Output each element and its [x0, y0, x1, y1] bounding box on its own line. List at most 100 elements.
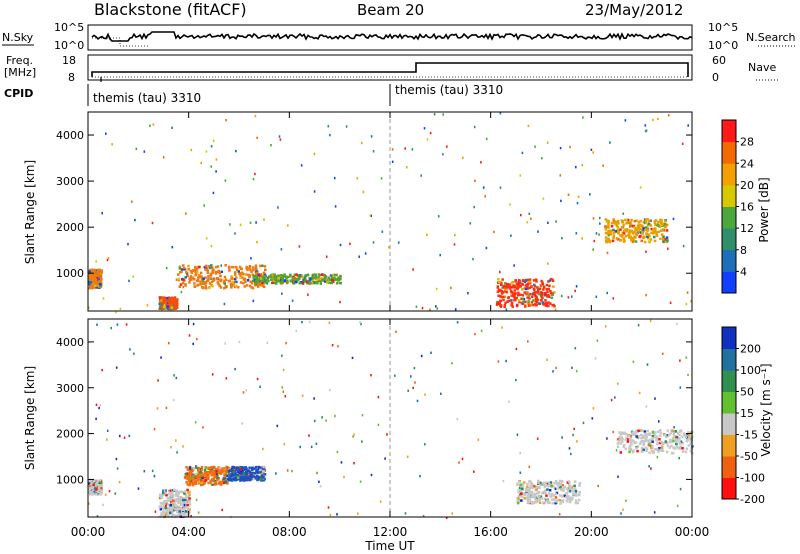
data-cell [208, 286, 211, 290]
data-cell [551, 502, 554, 505]
data-cell [314, 275, 318, 279]
data-cell [381, 230, 384, 233]
data-cell [634, 433, 637, 436]
data-cell [405, 166, 408, 169]
data-cell [681, 142, 684, 145]
data-cell [253, 473, 256, 476]
beam-title: Beam 20 [357, 1, 424, 19]
data-cell [201, 279, 205, 283]
data-cell [637, 230, 640, 233]
data-cell [645, 405, 648, 408]
data-cell [91, 491, 94, 494]
data-cell [510, 290, 513, 293]
data-cell [678, 456, 680, 460]
data-cell [360, 322, 362, 326]
data-cell [202, 277, 205, 280]
data-cell [498, 280, 501, 284]
data-cell [217, 466, 220, 469]
data-cell [98, 277, 101, 281]
data-cell [94, 481, 97, 484]
data-cell [550, 484, 553, 487]
data-cell [619, 234, 622, 237]
data-cell [637, 324, 640, 327]
data-cell [97, 270, 100, 273]
data-cell [542, 197, 545, 200]
data-cell [533, 288, 536, 292]
data-cell [612, 228, 615, 232]
data-cell [571, 493, 575, 496]
data-cell [190, 477, 193, 480]
data-cell [504, 288, 508, 291]
data-cell [621, 440, 624, 443]
data-cell [336, 450, 339, 454]
data-cell [664, 440, 668, 443]
data-cell [201, 483, 204, 486]
data-cell [628, 438, 632, 442]
data-cell [370, 473, 373, 477]
data-cell [206, 269, 209, 273]
data-cell [561, 499, 565, 502]
data-cell [545, 283, 549, 287]
data-cell [182, 445, 184, 448]
data-cell [293, 273, 296, 277]
data-cell [160, 514, 163, 518]
data-cell [651, 431, 655, 434]
data-cell [660, 233, 664, 236]
data-cell [159, 508, 163, 511]
data-cell [546, 141, 549, 144]
data-cell [194, 421, 197, 424]
data-cell [256, 240, 258, 244]
data-cell [200, 468, 203, 472]
data-cell [646, 228, 650, 231]
data-cell [546, 358, 548, 361]
data-cell [231, 473, 235, 476]
data-cell [549, 481, 553, 484]
data-cell [194, 482, 198, 485]
data-cell [101, 212, 103, 215]
data-cell [567, 487, 570, 490]
data-cell [678, 433, 681, 436]
data-cell [530, 301, 534, 304]
data-cell [183, 492, 186, 495]
data-cell [629, 441, 633, 444]
data-cell [192, 467, 196, 470]
data-cell [501, 286, 504, 289]
data-cell [430, 351, 432, 354]
data-cell [534, 486, 538, 489]
data-cell [533, 484, 536, 488]
data-cell [442, 113, 444, 116]
data-cell [257, 470, 260, 473]
data-cell [526, 482, 529, 486]
data-cell [620, 225, 624, 229]
data-cell [581, 237, 583, 240]
data-cell [182, 503, 186, 507]
data-cell [597, 484, 599, 488]
data-cell [529, 484, 532, 487]
data-cell [160, 307, 164, 311]
data-cell [170, 302, 173, 305]
data-cell [292, 281, 296, 284]
data-cell [566, 497, 570, 501]
data-cell [152, 123, 155, 126]
data-cell [227, 477, 230, 481]
data-cell [672, 439, 675, 443]
colorbar-swatch [722, 456, 736, 478]
nsearch-label: N.Search [746, 31, 796, 44]
data-cell [320, 277, 323, 280]
data-cell [281, 354, 283, 357]
data-cell [545, 494, 548, 497]
data-cell [204, 466, 208, 469]
data-cell [537, 288, 540, 292]
data-cell [186, 483, 189, 486]
data-cell [313, 190, 316, 193]
data-cell [327, 506, 330, 509]
data-cell [240, 470, 243, 473]
data-cell [541, 296, 544, 300]
data-cell [619, 432, 623, 436]
data-cell [168, 304, 172, 307]
data-cell [189, 275, 193, 278]
data-cell [160, 512, 163, 515]
data-cell [536, 298, 539, 301]
data-cell [652, 118, 654, 122]
data-cell [325, 419, 327, 422]
